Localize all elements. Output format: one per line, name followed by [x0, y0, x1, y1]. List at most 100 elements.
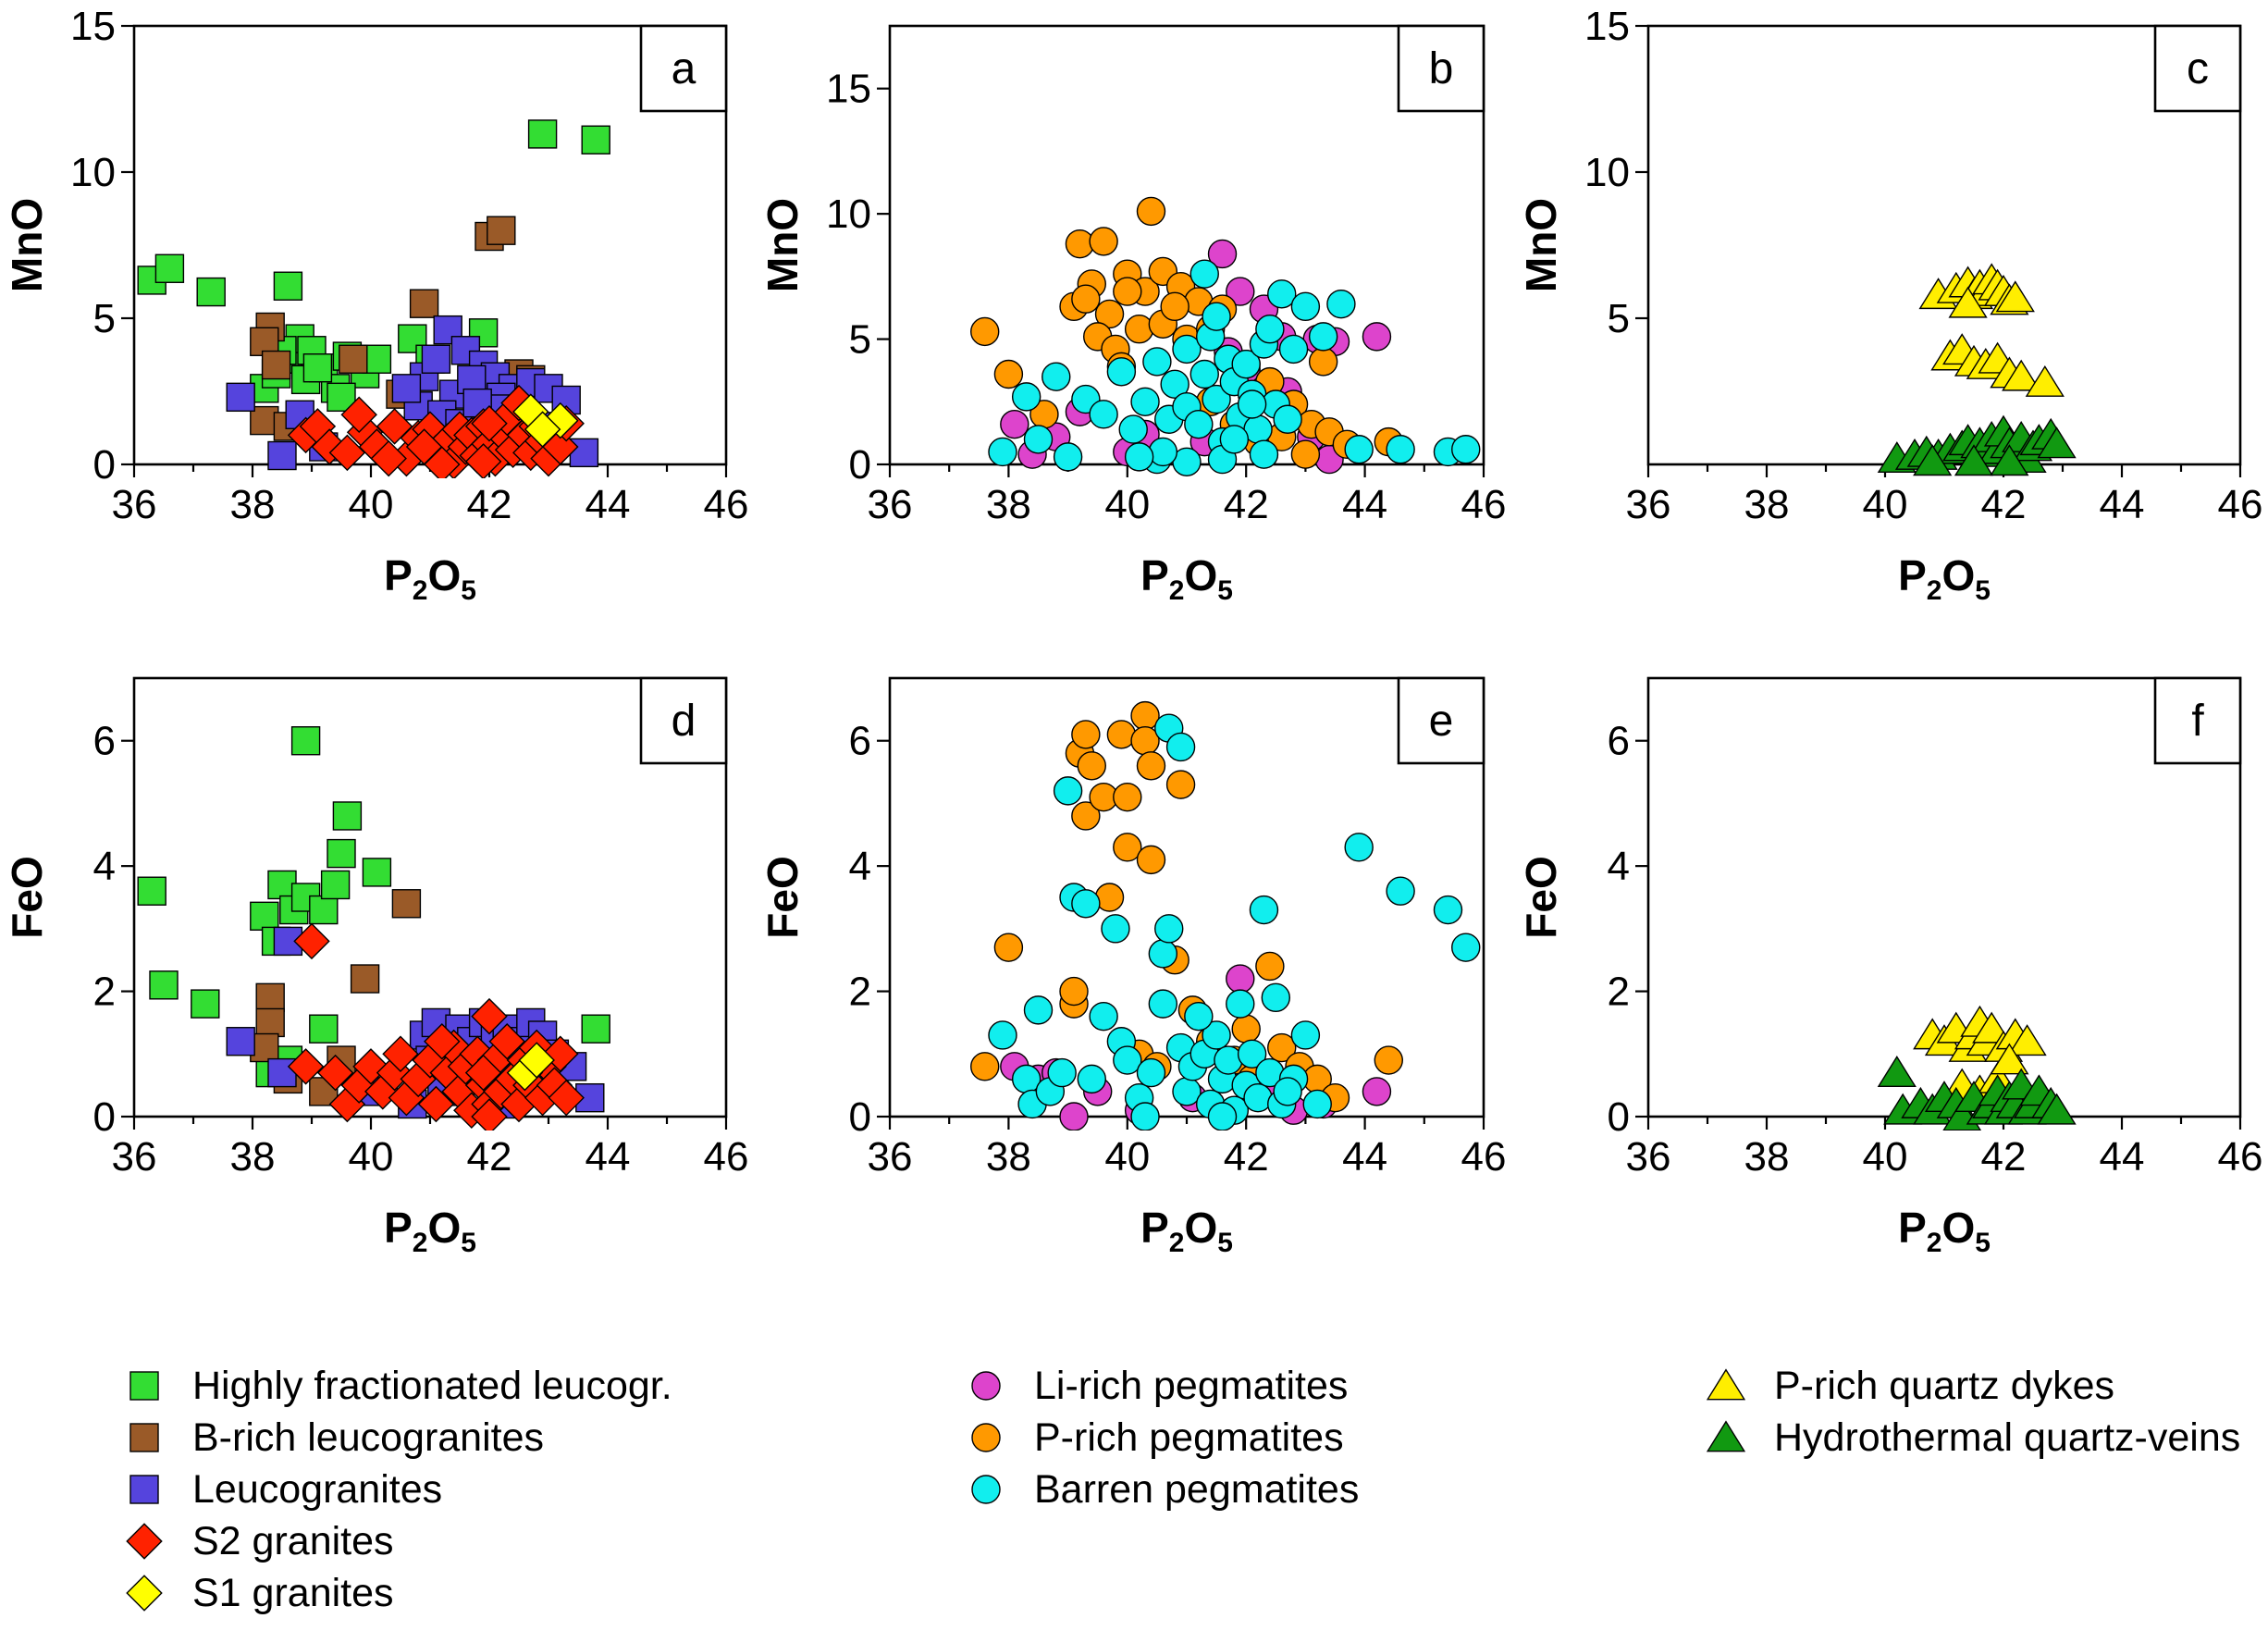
data-point	[1124, 442, 1154, 472]
data-point	[1326, 289, 1356, 319]
data-point	[2037, 1093, 2077, 1125]
data-point	[464, 443, 502, 478]
y-tick-label: 2	[1608, 970, 1630, 1015]
legend-item: Li-rich pegmatites	[971, 1364, 1348, 1408]
data-point	[316, 1054, 354, 1092]
x-tick-label: 40	[1104, 482, 1150, 527]
x-tick-label: 46	[1461, 1134, 1507, 1180]
data-point	[1278, 334, 1309, 364]
data-point	[1165, 732, 1196, 762]
data-point	[1202, 384, 1231, 414]
data-point	[1118, 414, 1148, 444]
data-points	[1877, 263, 2077, 476]
data-point	[548, 1079, 585, 1117]
x-tick-label: 42	[1224, 1134, 1269, 1180]
panel-label: b	[1429, 44, 1454, 93]
x-axis-label: P2O5	[1898, 551, 1991, 606]
data-point	[1302, 1089, 1332, 1119]
x-tick-label: 38	[230, 1134, 276, 1180]
data-point	[1136, 1057, 1166, 1088]
x-tick-label: 42	[467, 1134, 512, 1180]
data-point	[1202, 1020, 1231, 1050]
series-s1	[512, 393, 579, 448]
y-tick-label: 5	[1608, 296, 1630, 341]
x-axis-label: P2O5	[384, 1204, 476, 1258]
data-point	[581, 1014, 610, 1044]
legend-marker-p_rich_dykes	[1706, 1368, 1746, 1401]
data-point	[1089, 227, 1118, 256]
data-point	[391, 374, 422, 403]
data-point	[527, 119, 558, 149]
data-point	[1954, 444, 1994, 476]
data-point	[293, 922, 330, 960]
data-point	[1113, 833, 1142, 862]
data-points	[137, 726, 610, 1130]
panel-label-box	[639, 676, 728, 765]
y-tick-label: 2	[93, 970, 116, 1015]
data-point	[1189, 359, 1219, 389]
data-point	[1184, 409, 1214, 439]
data-point	[1386, 876, 1415, 906]
data-point	[993, 933, 1024, 962]
x-tick-label: 36	[112, 482, 157, 527]
x-tick-label: 38	[1744, 1134, 1790, 1180]
legend-label: B-rich leucogranites	[192, 1415, 544, 1460]
data-point	[409, 289, 439, 318]
data-point	[226, 1027, 255, 1056]
x-tick-label: 36	[1626, 1134, 1671, 1180]
data-point	[250, 901, 279, 932]
data-point	[1113, 1045, 1142, 1075]
data-point	[581, 125, 610, 154]
data-point	[154, 253, 185, 283]
data-point	[488, 1023, 525, 1060]
data-point	[471, 405, 508, 442]
x-tick-label: 40	[349, 1134, 394, 1180]
x-tick-label: 46	[2218, 482, 2263, 527]
legend-label: S1 granites	[192, 1571, 394, 1615]
data-point	[970, 1052, 1000, 1081]
data-point	[1219, 425, 1250, 454]
x-tick-label: 42	[1981, 1134, 2027, 1180]
series-hydrothermal	[1877, 414, 2077, 476]
data-point	[149, 970, 179, 1000]
y-tick-label: 4	[93, 844, 116, 889]
data-point	[1261, 982, 1291, 1013]
legend-item: Hydrothermal quartz-veins	[1706, 1415, 2240, 1460]
panel-label-box	[2153, 24, 2242, 113]
data-point	[1160, 291, 1189, 322]
legend-item: S2 granites	[126, 1519, 394, 1563]
panel-label: a	[672, 44, 696, 93]
data-point	[569, 438, 599, 468]
data-point	[1130, 1102, 1160, 1130]
data-point	[327, 838, 356, 869]
data-point	[1059, 1102, 1089, 1130]
data-point	[1047, 1057, 1077, 1088]
data-point	[1053, 776, 1083, 806]
data-point	[302, 353, 333, 383]
x-tick-label: 44	[585, 1134, 631, 1180]
legend-marker-highly_fractionated	[129, 1371, 159, 1401]
panel-label-box	[1397, 676, 1485, 765]
x-tick-label: 44	[585, 482, 631, 527]
data-point	[339, 344, 368, 374]
y-axis-label: MnO	[758, 198, 807, 292]
data-point	[320, 870, 351, 900]
data-point	[1231, 1014, 1261, 1044]
y-tick-label: 5	[93, 296, 116, 341]
data-point	[1148, 989, 1178, 1019]
data-point	[1308, 322, 1338, 352]
series-barren	[988, 259, 1481, 476]
legend-item: Highly fractionated leucogr.	[129, 1364, 672, 1408]
panel-label: d	[672, 697, 696, 746]
legend-item: S1 granites	[126, 1571, 394, 1615]
data-point	[988, 1020, 1017, 1050]
data-point	[1913, 444, 1953, 476]
data-point	[1172, 334, 1202, 364]
data-point	[196, 277, 226, 307]
data-point	[1042, 362, 1071, 391]
data-point	[1344, 833, 1374, 862]
y-tick-label: 6	[93, 719, 116, 764]
data-point	[471, 997, 508, 1035]
data-points	[137, 119, 610, 478]
data-point	[1089, 1001, 1118, 1032]
